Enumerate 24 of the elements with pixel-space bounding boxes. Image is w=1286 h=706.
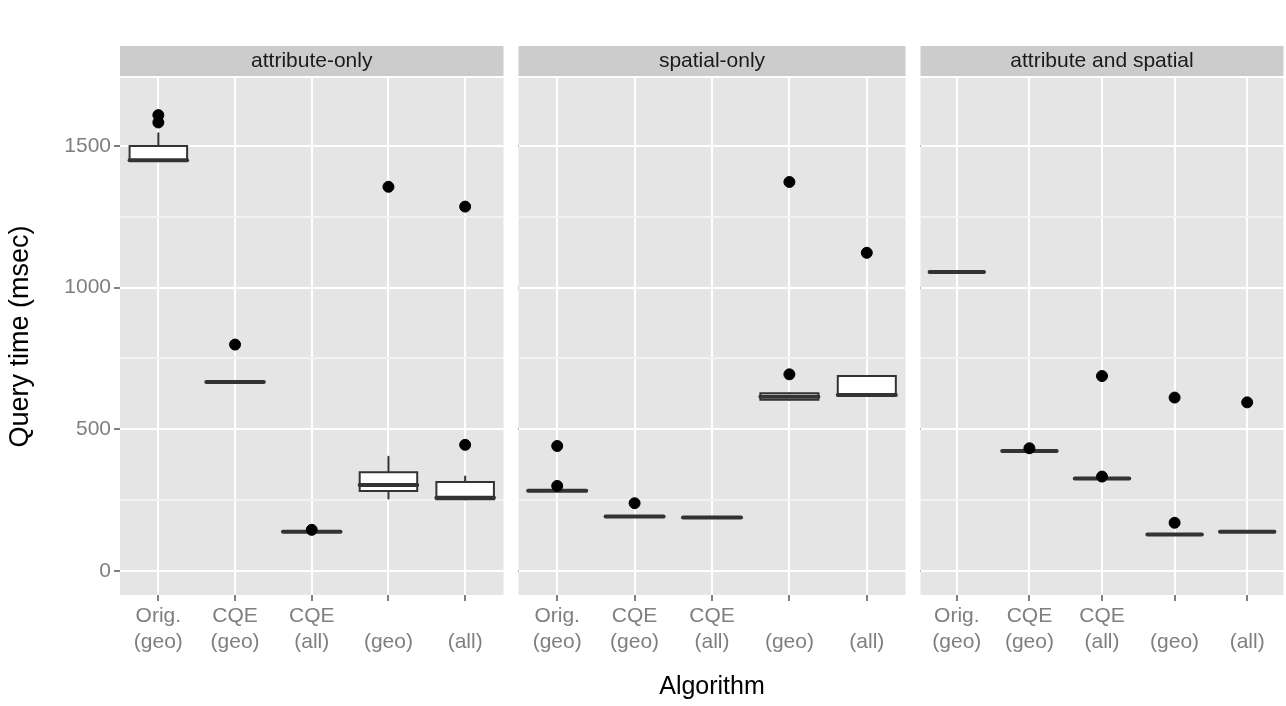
x-tick-label: (all) (447, 628, 483, 652)
x-tick-label: CQE (geo) (1004, 603, 1054, 652)
x-tick-label: (all) (1229, 628, 1265, 652)
x-tick-label: (all) (849, 628, 885, 652)
chart-title: attribute and spatial (1010, 47, 1194, 71)
x-tick-label: CQE (all) (288, 603, 335, 652)
x-tick-label: Orig. (geo) (932, 603, 982, 652)
x-tick-label: (geo) (764, 628, 814, 652)
x-tick-label: CQE (geo) (210, 603, 260, 652)
x-tick-label: Orig. (geo) (133, 603, 183, 652)
x-tick-label: CQE (geo) (610, 603, 660, 652)
y-tick-label: 0 (99, 557, 111, 581)
x-tick-label: (geo) (1150, 628, 1200, 652)
x-tick-label: Orig. (geo) (532, 603, 582, 652)
y-tick-label: 1500 (64, 132, 111, 156)
chart-title: spatial-only (658, 47, 766, 71)
y-tick-label: 1000 (64, 274, 111, 298)
x-tick-label: CQE (all) (1079, 603, 1125, 652)
x-tick-label: (geo) (363, 628, 413, 652)
y-axis-title: Query time (msec) (3, 225, 34, 448)
x-axis-title: Algorithm (659, 670, 765, 699)
y-tick-label: 500 (75, 416, 111, 440)
x-tick-label: CQE (all) (689, 603, 735, 652)
chart-title: attribute-only (251, 47, 373, 71)
